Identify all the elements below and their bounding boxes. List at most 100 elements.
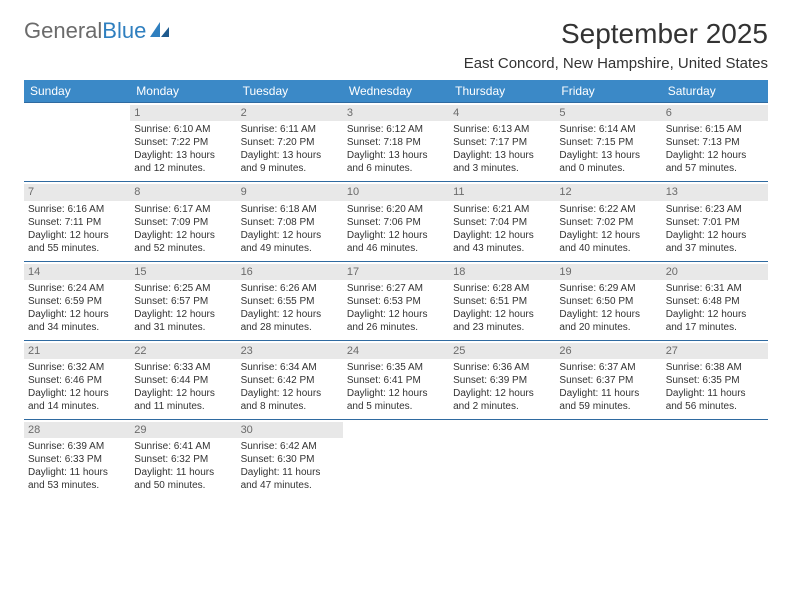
sunset-text: Sunset: 6:46 PM	[28, 374, 126, 387]
sunrise-text: Sunrise: 6:32 AM	[28, 361, 126, 374]
daylight2-text: and 5 minutes.	[347, 400, 445, 413]
day-cell: 5Sunrise: 6:14 AMSunset: 7:15 PMDaylight…	[555, 103, 661, 181]
sunset-text: Sunset: 7:08 PM	[241, 216, 339, 229]
week-row: 14Sunrise: 6:24 AMSunset: 6:59 PMDayligh…	[24, 261, 768, 340]
day-cell	[555, 420, 661, 498]
day-number: 21	[24, 343, 130, 359]
sunset-text: Sunset: 6:39 PM	[453, 374, 551, 387]
sunset-text: Sunset: 6:30 PM	[241, 453, 339, 466]
daylight1-text: Daylight: 12 hours	[347, 308, 445, 321]
sunset-text: Sunset: 7:17 PM	[453, 136, 551, 149]
daylight1-text: Daylight: 11 hours	[241, 466, 339, 479]
daylight2-text: and 11 minutes.	[134, 400, 232, 413]
sunset-text: Sunset: 6:35 PM	[666, 374, 764, 387]
sunrise-text: Sunrise: 6:22 AM	[559, 203, 657, 216]
daylight1-text: Daylight: 12 hours	[134, 308, 232, 321]
day-number: 18	[449, 264, 555, 280]
day-number: 26	[555, 343, 661, 359]
sunset-text: Sunset: 6:53 PM	[347, 295, 445, 308]
sunrise-text: Sunrise: 6:34 AM	[241, 361, 339, 374]
sunrise-text: Sunrise: 6:20 AM	[347, 203, 445, 216]
day-cell: 30Sunrise: 6:42 AMSunset: 6:30 PMDayligh…	[237, 420, 343, 498]
day-number: 20	[662, 264, 768, 280]
daylight1-text: Daylight: 12 hours	[453, 308, 551, 321]
sunset-text: Sunset: 6:42 PM	[241, 374, 339, 387]
daylight1-text: Daylight: 12 hours	[241, 308, 339, 321]
day-cell: 18Sunrise: 6:28 AMSunset: 6:51 PMDayligh…	[449, 262, 555, 340]
day-number: 16	[237, 264, 343, 280]
day-cell: 21 Sunrise: 6:32 AMSunset: 6:46 PMDayligh…	[24, 341, 130, 419]
day-cell	[449, 420, 555, 498]
daylight1-text: Daylight: 12 hours	[241, 387, 339, 400]
sunset-text: Sunset: 6:57 PM	[134, 295, 232, 308]
sunrise-text: Sunrise: 6:13 AM	[453, 123, 551, 136]
daylight2-text: and 52 minutes.	[134, 242, 232, 255]
daylight1-text: Daylight: 12 hours	[28, 387, 126, 400]
daylight2-text: and 34 minutes.	[28, 321, 126, 334]
daylight2-text: and 59 minutes.	[559, 400, 657, 413]
daylight2-text: and 46 minutes.	[347, 242, 445, 255]
daylight1-text: Daylight: 12 hours	[666, 308, 764, 321]
day-cell: 28Sunrise: 6:39 AMSunset: 6:33 PMDayligh…	[24, 420, 130, 498]
sunrise-text: Sunrise: 6:16 AM	[28, 203, 126, 216]
sunset-text: Sunset: 7:13 PM	[666, 136, 764, 149]
daylight1-text: Daylight: 11 hours	[559, 387, 657, 400]
day-cell: 27Sunrise: 6:38 AMSunset: 6:35 PMDayligh…	[662, 341, 768, 419]
day-cell: 17Sunrise: 6:27 AMSunset: 6:53 PMDayligh…	[343, 262, 449, 340]
daylight2-text: and 50 minutes.	[134, 479, 232, 492]
sunset-text: Sunset: 7:22 PM	[134, 136, 232, 149]
day-cell: 13Sunrise: 6:23 AMSunset: 7:01 PMDayligh…	[662, 182, 768, 260]
sunset-text: Sunset: 6:50 PM	[559, 295, 657, 308]
sunrise-text: Sunrise: 6:28 AM	[453, 282, 551, 295]
sunrise-text: Sunrise: 6:36 AM	[453, 361, 551, 374]
sunrise-text: Sunrise: 6:41 AM	[134, 440, 232, 453]
day-number: 10	[343, 184, 449, 200]
daylight2-text: and 37 minutes.	[666, 242, 764, 255]
sunrise-text: Sunrise: 6:15 AM	[666, 123, 764, 136]
day-number: 27	[662, 343, 768, 359]
day-cell: 23Sunrise: 6:34 AMSunset: 6:42 PMDayligh…	[237, 341, 343, 419]
sunset-text: Sunset: 7:02 PM	[559, 216, 657, 229]
day-cell: 10Sunrise: 6:20 AMSunset: 7:06 PMDayligh…	[343, 182, 449, 260]
sunrise-text: Sunrise: 6:38 AM	[666, 361, 764, 374]
sunset-text: Sunset: 6:59 PM	[28, 295, 126, 308]
sunrise-text: Sunrise: 6:25 AM	[134, 282, 232, 295]
daylight1-text: Daylight: 12 hours	[559, 229, 657, 242]
day-header-cell: Friday	[555, 80, 661, 102]
day-header-cell: Thursday	[449, 80, 555, 102]
sunrise-text: Sunrise: 6:31 AM	[666, 282, 764, 295]
day-header-row: SundayMondayTuesdayWednesdayThursdayFrid…	[24, 80, 768, 102]
daylight2-text: and 26 minutes.	[347, 321, 445, 334]
daylight1-text: Daylight: 12 hours	[347, 387, 445, 400]
day-number: 1	[130, 105, 236, 121]
daylight2-text: and 8 minutes.	[241, 400, 339, 413]
day-cell: 1Sunrise: 6:10 AMSunset: 7:22 PMDaylight…	[130, 103, 236, 181]
week-row: 21Sunrise: 6:32 AMSunset: 6:46 PMDayligh…	[24, 340, 768, 419]
week-row: 28Sunrise: 6:39 AMSunset: 6:33 PMDayligh…	[24, 419, 768, 498]
day-cell: 3Sunrise: 6:12 AMSunset: 7:18 PMDaylight…	[343, 103, 449, 181]
daylight1-text: Daylight: 12 hours	[453, 387, 551, 400]
sunrise-text: Sunrise: 6:26 AM	[241, 282, 339, 295]
daylight2-text: and 12 minutes.	[134, 162, 232, 175]
day-cell	[24, 103, 130, 181]
sunset-text: Sunset: 7:11 PM	[28, 216, 126, 229]
daylight2-text: and 28 minutes.	[241, 321, 339, 334]
sunrise-text: Sunrise: 6:10 AM	[134, 123, 232, 136]
day-number: 15	[130, 264, 236, 280]
daylight2-text: and 57 minutes.	[666, 162, 764, 175]
daylight2-text: and 3 minutes.	[453, 162, 551, 175]
day-cell	[662, 420, 768, 498]
page-header: GeneralBlue September 2025 East Concord,…	[0, 0, 792, 72]
daylight1-text: Daylight: 12 hours	[453, 229, 551, 242]
day-header-cell: Wednesday	[343, 80, 449, 102]
sunrise-text: Sunrise: 6:23 AM	[666, 203, 764, 216]
day-cell: 7Sunrise: 6:16 AMSunset: 7:11 PMDaylight…	[24, 182, 130, 260]
day-cell: 24Sunrise: 6:35 AMSunset: 6:41 PMDayligh…	[343, 341, 449, 419]
daylight2-text: and 56 minutes.	[666, 400, 764, 413]
day-cell: 29Sunrise: 6:41 AMSunset: 6:32 PMDayligh…	[130, 420, 236, 498]
day-cell: 2Sunrise: 6:11 AMSunset: 7:20 PMDaylight…	[237, 103, 343, 181]
day-cell: 19Sunrise: 6:29 AMSunset: 6:50 PMDayligh…	[555, 262, 661, 340]
sunrise-text: Sunrise: 6:24 AM	[28, 282, 126, 295]
daylight2-text: and 17 minutes.	[666, 321, 764, 334]
sunrise-text: Sunrise: 6:35 AM	[347, 361, 445, 374]
